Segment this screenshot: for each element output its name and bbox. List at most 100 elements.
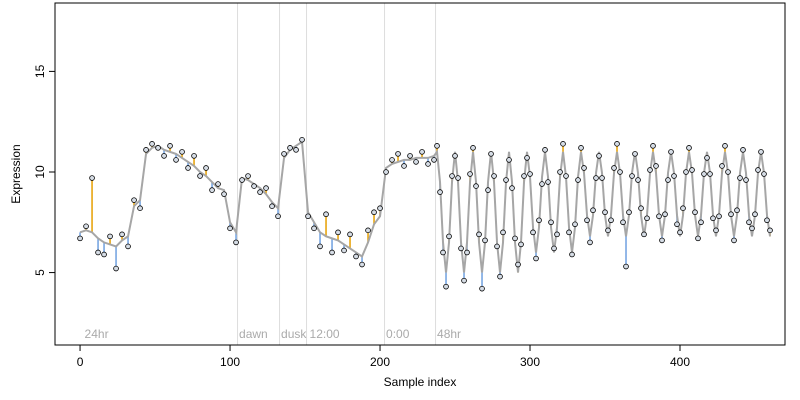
data-point	[491, 173, 497, 179]
data-point	[725, 169, 731, 175]
data-point	[695, 235, 701, 242]
data-point	[719, 163, 725, 169]
data-point	[293, 147, 299, 153]
data-point	[431, 157, 437, 163]
data-point	[767, 227, 773, 234]
data-point	[761, 171, 767, 177]
data-point	[563, 173, 569, 179]
plot-frame	[54, 2, 786, 346]
data-point	[728, 211, 734, 218]
data-point	[560, 141, 566, 147]
data-point	[470, 145, 476, 151]
data-point	[758, 149, 764, 155]
data-point	[707, 171, 713, 177]
data-point	[752, 211, 758, 218]
data-point	[584, 217, 590, 224]
data-point	[233, 239, 239, 246]
data-point	[632, 151, 638, 157]
data-point	[521, 173, 527, 179]
data-point	[395, 151, 401, 157]
data-point	[335, 229, 341, 236]
data-point	[455, 175, 461, 181]
x-tick-label: 300	[520, 355, 540, 369]
data-point	[119, 231, 125, 238]
data-point	[644, 215, 650, 222]
annotation: 48hr	[437, 327, 461, 341]
data-point	[659, 237, 665, 244]
data-point	[617, 169, 623, 175]
data-point	[689, 167, 695, 173]
data-point	[569, 251, 575, 258]
data-point	[575, 177, 581, 183]
data-point	[215, 181, 221, 187]
data-point	[464, 249, 470, 256]
data-point	[716, 213, 722, 220]
data-point	[263, 185, 269, 191]
data-point	[287, 145, 293, 151]
data-point	[500, 229, 506, 236]
data-point	[530, 229, 536, 236]
data-point	[467, 171, 473, 177]
data-point	[611, 165, 617, 171]
data-point	[545, 179, 551, 185]
data-point	[275, 213, 281, 220]
data-point	[365, 227, 371, 234]
x-tick-label: 400	[670, 355, 690, 369]
data-point	[593, 175, 599, 181]
data-point	[536, 217, 542, 224]
data-point	[602, 209, 608, 216]
data-point	[620, 219, 626, 226]
data-point	[443, 283, 449, 290]
data-point	[551, 245, 557, 252]
data-point	[743, 177, 749, 183]
data-point	[167, 143, 173, 149]
data-point	[482, 237, 488, 244]
data-point	[458, 245, 464, 252]
x-tick-label: 200	[370, 355, 390, 369]
data-point	[698, 219, 704, 226]
data-point	[635, 177, 641, 183]
data-point	[371, 209, 377, 216]
annotation: dusk	[281, 327, 307, 341]
data-point	[446, 233, 452, 240]
data-point	[764, 217, 770, 224]
data-point	[155, 145, 161, 151]
data-point	[173, 157, 179, 163]
data-point	[485, 187, 491, 193]
data-point	[509, 185, 515, 191]
data-point	[749, 225, 755, 232]
data-point	[257, 189, 263, 195]
data-point	[518, 241, 524, 248]
data-point	[389, 157, 395, 163]
x-tick-label: 100	[220, 355, 240, 369]
data-point	[377, 205, 383, 212]
data-point	[512, 235, 518, 242]
data-point	[647, 167, 653, 173]
data-point	[746, 219, 752, 226]
data-point	[494, 243, 500, 250]
data-point	[638, 205, 644, 212]
annotation: 0:00	[386, 327, 410, 341]
data-point	[83, 223, 89, 230]
data-point	[407, 153, 413, 159]
data-point	[239, 177, 245, 183]
data-point	[629, 173, 635, 179]
data-point	[713, 227, 719, 234]
data-point	[479, 285, 485, 292]
data-point	[587, 239, 593, 246]
y-tick-label: 10	[33, 165, 47, 179]
data-point	[548, 219, 554, 226]
data-point	[209, 187, 215, 193]
y-axis-label: Expression	[9, 144, 23, 203]
data-point	[740, 147, 746, 153]
data-point	[731, 237, 737, 244]
data-point	[221, 191, 227, 197]
data-point	[488, 151, 494, 157]
data-point	[347, 231, 353, 238]
x-tick-label: 0	[77, 355, 84, 369]
data-point	[680, 205, 686, 212]
data-point	[245, 173, 251, 179]
data-point	[305, 213, 311, 220]
data-point	[449, 173, 455, 179]
